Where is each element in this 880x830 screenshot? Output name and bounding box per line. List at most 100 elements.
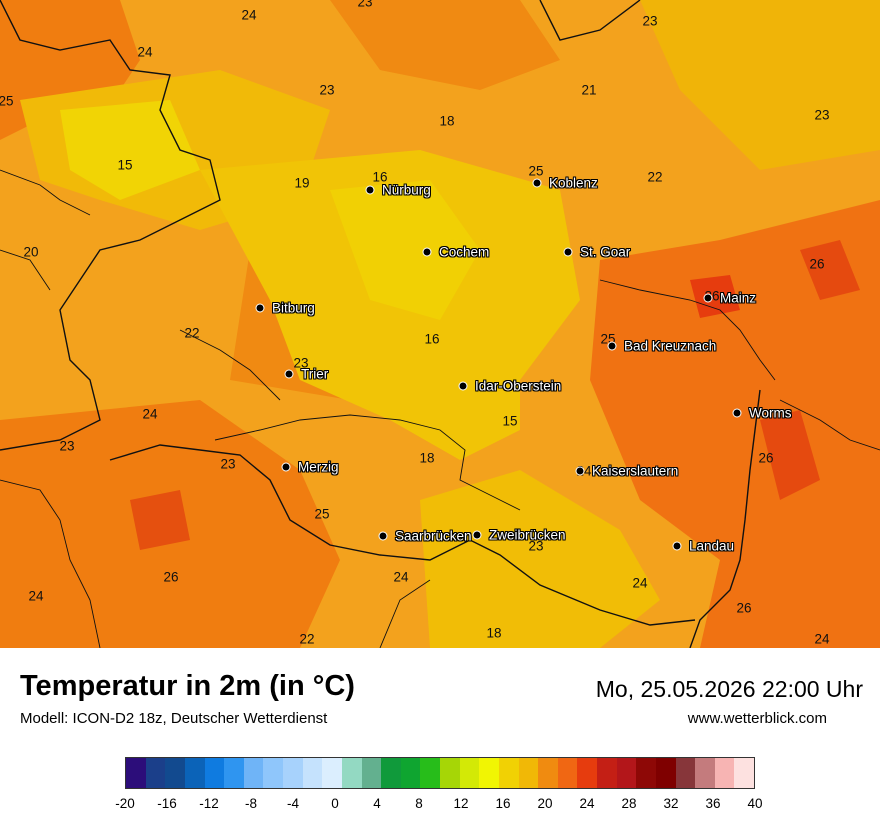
city-dot xyxy=(378,531,388,541)
color-swatch xyxy=(204,758,225,788)
color-swatch xyxy=(126,758,146,788)
temperature-label: 26 xyxy=(736,600,752,616)
city-dot xyxy=(563,247,573,257)
city-label: St. Goar xyxy=(580,244,631,260)
color-scale-ticks: -20 -16 -12 -8 -4 0 4 8 12 16 20 24 28 32 36 40 xyxy=(0,796,880,816)
website-link[interactable]: www.wetterblick.com xyxy=(687,710,827,727)
hot-spot-east xyxy=(800,240,860,300)
temperature-label: 26 xyxy=(809,256,825,272)
temperature-label: 18 xyxy=(486,625,502,641)
color-scale-tick: -12 xyxy=(199,796,219,811)
temperature-label: 26 xyxy=(758,450,774,466)
temperature-label: 24 xyxy=(137,44,153,60)
city-label: Mainz xyxy=(720,290,757,306)
temperature-label: 24 xyxy=(393,569,409,585)
city-dot xyxy=(472,530,482,540)
city-dot xyxy=(255,303,265,313)
city-label: Zweibrücken xyxy=(489,527,566,543)
temperature-label: 24 xyxy=(28,588,44,604)
color-swatch xyxy=(734,758,754,788)
temperature-label: 15 xyxy=(502,413,518,429)
color-scale-tick: 4 xyxy=(373,796,381,811)
city-dot xyxy=(575,466,585,476)
temperature-label: 23 xyxy=(319,82,335,98)
temperature-label: 21 xyxy=(581,82,597,98)
temperature-label: 16 xyxy=(372,169,388,185)
city-label: Merzig xyxy=(298,459,339,475)
model-info: Modell: ICON-D2 18z, Deutscher Wetterdie… xyxy=(20,710,328,727)
color-swatch xyxy=(675,758,696,788)
hot-spot-rhine xyxy=(760,410,820,500)
city-label: Cochem xyxy=(439,244,490,260)
color-scale-tick: 12 xyxy=(453,796,469,811)
city-dot xyxy=(458,381,468,391)
color-swatch xyxy=(498,758,519,788)
color-swatch xyxy=(479,758,499,788)
forecast-datetime: Mo, 25.05.2026 22:00 Uhr xyxy=(595,676,863,702)
city-label: Bad Kreuznach xyxy=(624,338,717,354)
hot-spot-mainz xyxy=(690,275,740,318)
color-scale-tick: 8 xyxy=(415,796,423,811)
color-swatch xyxy=(597,758,617,788)
temperature-label: 20 xyxy=(23,244,39,260)
city-label: Kaiserslautern xyxy=(592,463,679,479)
color-swatch xyxy=(695,758,715,788)
color-swatch xyxy=(224,758,244,788)
color-swatch xyxy=(577,758,597,788)
temperature-label: 22 xyxy=(184,325,200,341)
temperature-label: 26 xyxy=(163,569,179,585)
city-label: Koblenz xyxy=(549,175,598,191)
city-label: Saarbrücken xyxy=(395,528,472,544)
color-swatch xyxy=(636,758,656,788)
color-swatch xyxy=(243,758,264,788)
color-swatch xyxy=(538,758,558,788)
temperature-map: 24 23 24 23 25 23 21 23 18 15 25 16 19 22 20 26 26 22 25 16… xyxy=(0,0,880,648)
temperature-label: 22 xyxy=(647,169,663,185)
temperature-label: 19 xyxy=(294,175,310,191)
temperature-label: 22 xyxy=(299,631,315,647)
hot-spot-southwest xyxy=(130,490,190,550)
temperature-label: 23 xyxy=(642,13,658,29)
temperature-label: 23 xyxy=(220,456,236,472)
temperature-label: 23 xyxy=(357,0,373,10)
color-scale-tick: 32 xyxy=(663,796,679,811)
temperature-label: 18 xyxy=(419,450,435,466)
color-swatch xyxy=(616,758,637,788)
city-dot xyxy=(732,408,742,418)
color-scale-tick: 24 xyxy=(579,796,595,811)
hot-zone-northeast xyxy=(640,0,880,170)
color-scale-tick: -20 xyxy=(115,796,135,811)
temperature-label: 25 xyxy=(314,506,330,522)
city-dot xyxy=(532,178,542,188)
color-swatch xyxy=(145,758,166,788)
temperature-label: 24 xyxy=(632,575,648,591)
temperature-label: 15 xyxy=(117,157,133,173)
color-swatch xyxy=(381,758,401,788)
temperature-label: 23 xyxy=(59,438,75,454)
temperature-label: 25 xyxy=(0,93,14,109)
map-title: Temperatur in 2m (in °C) xyxy=(20,670,355,702)
color-swatch xyxy=(714,758,735,788)
color-swatch xyxy=(302,758,323,788)
city-dot xyxy=(365,185,375,195)
city-dot xyxy=(422,247,432,257)
color-scale-tick: -4 xyxy=(286,796,300,811)
color-swatch xyxy=(557,758,578,788)
city-label: Landau xyxy=(689,538,735,554)
temperature-label: 16 xyxy=(424,331,440,347)
temperature-label: 23 xyxy=(814,107,830,123)
city-label: Idar-Oberstein xyxy=(475,378,562,394)
color-scale-tick: 0 xyxy=(331,796,339,811)
warm-zone-east xyxy=(590,200,880,648)
color-scale-tick: 20 xyxy=(537,796,553,811)
city-label: Nürburg xyxy=(382,182,431,198)
country-borders xyxy=(0,0,761,648)
temperature-label: 24 xyxy=(142,406,158,422)
temperature-label: 24 xyxy=(241,7,257,23)
temperature-label: 23 xyxy=(293,355,309,371)
cool-zone-south xyxy=(420,470,660,648)
color-swatch xyxy=(655,758,676,788)
color-swatch xyxy=(420,758,440,788)
color-swatch xyxy=(341,758,362,788)
temperature-label: 18 xyxy=(439,113,455,129)
